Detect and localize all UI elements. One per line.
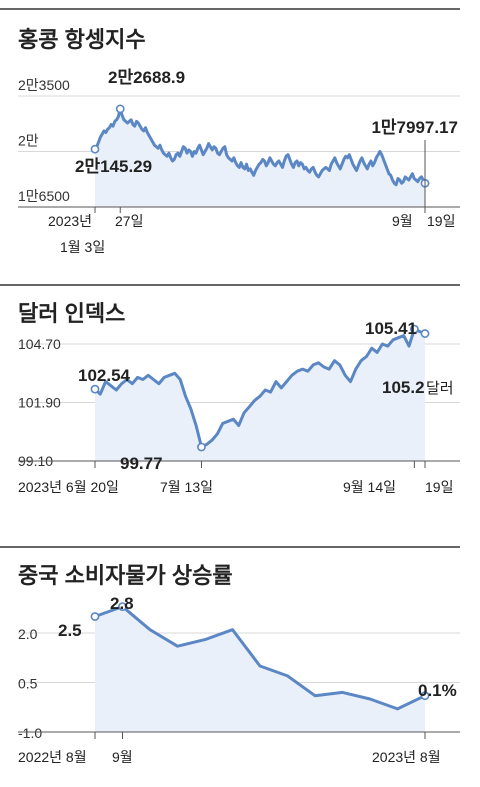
chart-title: 홍콩 항셍지수 bbox=[18, 27, 146, 52]
chart-title: 달러 인덱스 bbox=[18, 301, 126, 326]
data-point-marker bbox=[197, 442, 206, 452]
y-tick-label: 2만3500 bbox=[18, 77, 70, 93]
x-tick-label: 9월 bbox=[392, 213, 413, 229]
panel-divider bbox=[0, 8, 460, 10]
data-point-marker bbox=[118, 602, 127, 611]
x-tick-label: 1월 3일 bbox=[60, 239, 105, 255]
start-value-label: 102.54 bbox=[78, 366, 131, 385]
y-tick-label: 0.5 bbox=[18, 676, 38, 692]
x-tick-label: 9월 14일 bbox=[343, 479, 396, 495]
x-tick-label: 19일 bbox=[425, 479, 453, 495]
x-tick-label: 27일 bbox=[115, 213, 143, 229]
data-point-marker bbox=[409, 324, 419, 334]
china-cpi-panel: 중국 소비자물가 상승률 2.0 0.5 -1.0 2.5 2.8 0.1% 2022년 8… bbox=[0, 538, 480, 787]
data-point-marker bbox=[90, 144, 100, 154]
series-line bbox=[93, 327, 426, 449]
low-value-label: 99.77 bbox=[120, 454, 163, 473]
start-value-label: 2.5 bbox=[58, 621, 82, 640]
x-tick-label: 9월 bbox=[112, 749, 133, 765]
hang-seng-panel: 홍콩 항셍지수 2만3500 2만 1만6500 2만2688.9 2만145.29 1만… bbox=[0, 0, 480, 265]
x-tick-label: 2023년 6월 20일 bbox=[18, 479, 119, 495]
y-tick-label: 2.0 bbox=[18, 626, 38, 642]
peak-value-label: 2만2688.9 bbox=[108, 68, 185, 87]
x-tick-label: 19일 bbox=[427, 213, 455, 229]
end-value-label: 1만7997.17 bbox=[371, 118, 458, 137]
y-tick-label: -1.0 bbox=[18, 725, 42, 741]
data-point-marker bbox=[420, 329, 430, 338]
hang-seng-chart: 2만3500 2만 1만6500 2만2688.9 2만145.29 1만7997.17 2… bbox=[18, 68, 460, 255]
end-value-unit: 달러 bbox=[426, 380, 454, 397]
y-tick-label: 101.90 bbox=[18, 395, 61, 411]
area-fill bbox=[95, 606, 425, 732]
data-point-marker bbox=[115, 104, 125, 114]
data-point-marker bbox=[90, 612, 100, 621]
dollar-index-panel: 달러 인덱스 104.70 101.90 99.10 102.54 99.77 105.4… bbox=[0, 280, 480, 520]
area-fill bbox=[95, 108, 425, 207]
area-fill bbox=[95, 329, 425, 461]
china-cpi-chart: 2.0 0.5 -1.0 2.5 2.8 0.1% 2022년 8월 9월 2023년 8월 bbox=[18, 594, 460, 765]
y-tick-label: 1만6500 bbox=[18, 188, 70, 204]
end-value-label: 105.2 bbox=[382, 378, 425, 397]
x-tick-label: 7월 13일 bbox=[160, 479, 213, 495]
x-tick-label: 2023년 bbox=[48, 213, 92, 229]
end-value-label: 0.1% bbox=[418, 681, 457, 700]
data-point-marker bbox=[420, 691, 430, 701]
y-tick-label: 104.70 bbox=[18, 336, 61, 352]
x-tick-label: 2022년 8월 bbox=[18, 749, 87, 765]
panel-divider bbox=[0, 546, 460, 548]
chart-title: 중국 소비자물가 상승률 bbox=[18, 563, 233, 588]
data-point-marker bbox=[90, 384, 100, 394]
series-line bbox=[93, 107, 427, 187]
peak-value-label: 2.8 bbox=[110, 594, 134, 613]
series-line bbox=[94, 605, 426, 711]
y-tick-label: 2만 bbox=[18, 133, 39, 149]
high-value-label: 105.41 bbox=[365, 319, 417, 338]
start-value-label: 2만145.29 bbox=[75, 157, 152, 176]
x-tick-label: 2023년 8월 bbox=[372, 749, 441, 765]
panel-divider bbox=[0, 284, 460, 286]
